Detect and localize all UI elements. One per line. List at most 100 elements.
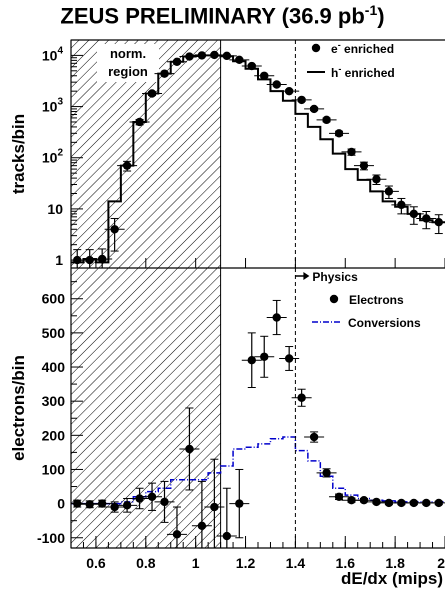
top-data-point	[247, 61, 256, 71]
top-data-point	[197, 51, 207, 60]
figure-title-superscript: -1	[364, 2, 378, 18]
bottom-panel: -100 0 100 200 300 400 500 600 0.6 0.8 1 1.2 1.4 1.6 1…	[9, 267, 445, 588]
top-panel: norm. region 1 10 102 103 104 tracks/bin e- enri…	[9, 39, 445, 269]
bottom-data-point	[160, 497, 169, 507]
top-ytick-label: 1	[55, 252, 63, 268]
top-data-point	[384, 187, 394, 196]
bottom-ytick-label: 300	[42, 393, 66, 409]
top-data-point	[347, 147, 356, 157]
bottom-xtick-label: 0.8	[136, 555, 156, 571]
top-ytick-label: 103	[42, 97, 64, 115]
bottom-data-point	[384, 498, 394, 508]
bottom-xtick-label: 1.2	[236, 555, 256, 571]
bottom-data-point	[347, 495, 356, 505]
bottom-data-point	[172, 530, 182, 539]
bottom-data-point	[85, 500, 94, 509]
physics-label: Physics	[312, 270, 358, 284]
annotation-background	[97, 44, 159, 82]
bottom-data-point	[297, 393, 306, 402]
bottom-ytick-label: 600	[42, 291, 66, 307]
top-data-point	[235, 55, 244, 65]
top-data-point	[210, 50, 219, 60]
top-data-point	[147, 89, 157, 98]
bottom-data-point	[359, 495, 369, 505]
bottom-data-point	[284, 354, 294, 363]
top-ylabel: tracks/bin	[9, 114, 28, 194]
top-data-point	[185, 52, 194, 61]
bottom-data-point	[110, 502, 119, 512]
annotation-line-2: region	[108, 64, 148, 79]
physics-arrow-icon	[303, 272, 310, 280]
series-h-enriched-histogram	[71, 54, 445, 264]
top-data-point	[309, 104, 319, 114]
top-data-point	[272, 80, 281, 89]
bottom-plot-area	[71, 299, 445, 548]
bottom-xtick-label: 1.8	[385, 555, 405, 571]
bottom-ytick-label: 200	[42, 427, 66, 443]
bottom-data-point	[197, 521, 207, 531]
top-data-point	[422, 214, 431, 223]
figure-title: ZEUS PRELIMINARY (36.9 pb-1)	[0, 2, 445, 29]
top-data-point	[409, 209, 419, 219]
figure-title-suffix: )	[377, 3, 385, 29]
bottom-ytick-label: 100	[42, 461, 66, 477]
bottom-xtick-label: 1.6	[336, 555, 356, 571]
top-data-point	[172, 57, 182, 66]
bottom-data-point	[372, 497, 381, 507]
top-data-point	[297, 95, 306, 105]
bottom-data-point	[409, 498, 419, 508]
bottom-ytick-label: 400	[42, 359, 66, 375]
top-plot-area	[71, 50, 445, 268]
top-data-point	[222, 51, 232, 61]
top-data-point	[284, 86, 294, 96]
bottom-ytick-label: 0	[57, 496, 65, 512]
bottom-data-point	[260, 352, 269, 361]
top-data-point	[334, 129, 344, 138]
top-data-point	[122, 161, 132, 170]
top-data-point	[160, 69, 169, 78]
top-data-point	[372, 175, 381, 184]
legend-marker-electrons	[329, 294, 339, 304]
top-data-point	[322, 115, 331, 125]
bottom-xtick-label: 1.4	[286, 555, 306, 571]
top-data-point	[359, 161, 369, 170]
legend-label-conversions: Conversions	[348, 316, 421, 330]
bottom-data-point	[309, 432, 319, 442]
bottom-data-point	[334, 492, 344, 501]
annotation-line-1: norm.	[110, 46, 146, 61]
top-data-point	[97, 254, 107, 264]
bottom-data-point	[222, 531, 232, 541]
bottom-data-point	[147, 492, 157, 501]
bottom-data-point	[322, 468, 331, 478]
top-data-point	[85, 255, 94, 265]
bottom-ytick-label: -100	[37, 530, 65, 546]
bottom-xtick-label: 0.6	[86, 555, 106, 571]
legend-label-h: h- enriched	[331, 64, 395, 80]
bottom-xlabel: dE/dx (mips)	[341, 569, 443, 588]
top-data-point	[135, 117, 144, 127]
top-data-point	[110, 225, 119, 234]
bottom-data-point	[135, 494, 144, 503]
bottom-data-point	[97, 499, 107, 508]
bottom-data-point	[210, 502, 219, 512]
bottom-xtick-label: 1	[192, 555, 200, 571]
bottom-data-point	[247, 355, 256, 365]
bottom-norm-region-hatch	[70, 267, 222, 549]
top-ytick-label: 102	[42, 148, 64, 166]
legend-label-e: e- enriched	[331, 40, 394, 56]
legend-label-electrons: Electrons	[349, 293, 404, 307]
bottom-data-point	[185, 444, 194, 454]
top-ytick-label: 104	[42, 45, 64, 63]
top-data-point	[260, 71, 269, 80]
bottom-ylabel: electrons/bin	[9, 355, 28, 461]
figure-title-text: ZEUS PRELIMINARY (36.9 pb	[60, 3, 365, 29]
top-data-point	[397, 200, 406, 210]
bottom-data-point	[434, 498, 443, 508]
bottom-data-point	[422, 498, 431, 508]
bottom-data-point	[272, 313, 281, 322]
top-ytick-label: 10	[47, 201, 63, 217]
bottom-ytick-label: 500	[42, 325, 66, 341]
top-data-point	[434, 217, 443, 227]
legend-marker-e	[311, 43, 321, 53]
